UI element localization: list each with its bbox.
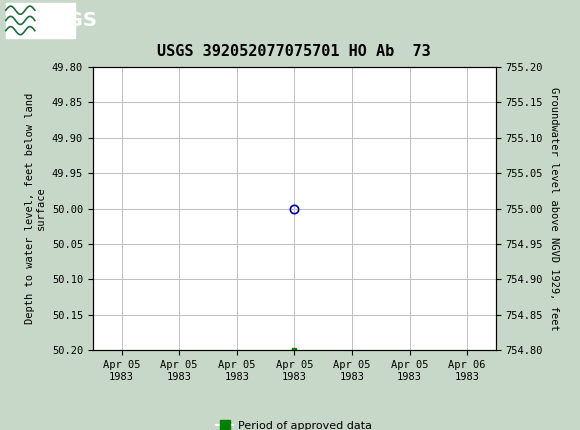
Legend: Period of approved data: Period of approved data xyxy=(212,417,377,430)
Y-axis label: Groundwater level above NGVD 1929, feet: Groundwater level above NGVD 1929, feet xyxy=(549,87,559,330)
Title: USGS 392052077075701 HO Ab  73: USGS 392052077075701 HO Ab 73 xyxy=(158,43,431,58)
Text: USGS: USGS xyxy=(38,11,97,30)
Y-axis label: Depth to water level, feet below land
surface: Depth to water level, feet below land su… xyxy=(25,93,46,324)
Bar xyxy=(6,3,75,37)
